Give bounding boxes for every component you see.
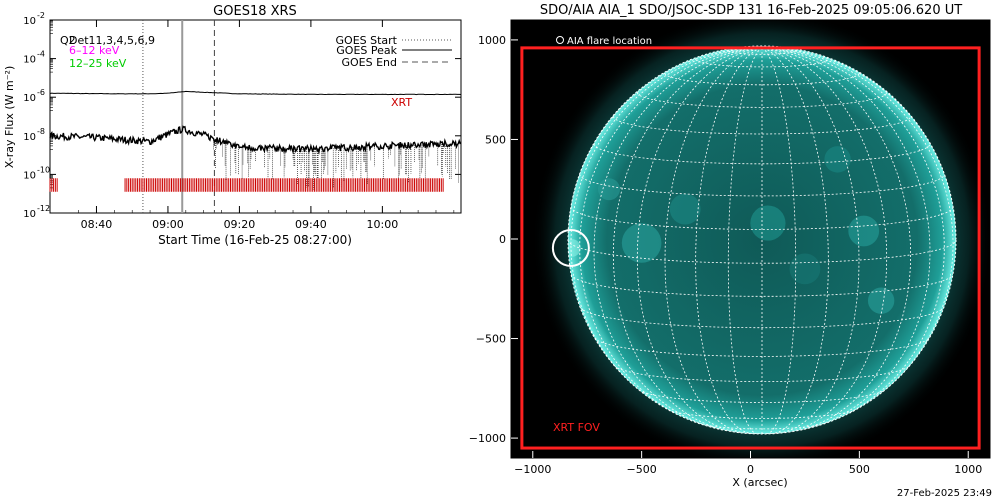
legend-goes-peak: GOES Peak [336, 44, 397, 57]
aia-x-axis: −1000 −500 0 500 1000 [514, 451, 982, 476]
y-tick-label: 10 [23, 209, 36, 220]
aia-x-tick-label: 500 [849, 463, 870, 476]
aia-flare-location-circle [551, 228, 590, 267]
aia-y-axis: 1000 500 0 −500 −1000 [469, 34, 518, 445]
latitude-line [594, 337, 930, 357]
legend-goes-start: GOES Start [336, 34, 398, 47]
active-region-blob [568, 239, 581, 257]
aia-x-axis-label: X (arcsec) [732, 476, 787, 489]
aia-title: SDO/AIA AIA_1 SDO/JSOC-SDP 131 16-Feb-20… [540, 3, 962, 18]
x-tick-label: 09:40 [295, 218, 327, 231]
longitude-line [664, 47, 763, 434]
aia-y-tick-label: 1000 [478, 34, 506, 47]
heliographic-grid [568, 47, 956, 434]
longitude-line [570, 47, 763, 399]
goes-short-channel-noise [213, 138, 459, 190]
latitude-line [695, 58, 829, 68]
y-tick-label: 10 [23, 93, 36, 104]
longitude-line [695, 47, 763, 434]
xrt-coverage-ticks [49, 178, 444, 192]
longitude-line [593, 47, 763, 431]
longitude-line [761, 47, 956, 241]
longitude-line [761, 47, 888, 434]
active-region-blob [824, 146, 851, 173]
xrt-fov-label: XRT FOV [553, 421, 600, 434]
xrt-fov-box [520, 46, 981, 450]
active-region-blob [789, 253, 821, 285]
y-tick-exponent: -12 [37, 204, 50, 213]
y-tick-exponent: -4 [37, 50, 45, 59]
goes-long-channel-line [49, 90, 462, 96]
longitude-line [761, 47, 931, 431]
aia-legend-label: AIA flare location [567, 36, 652, 47]
aia-y-tick-label: 500 [485, 133, 506, 146]
x-tick-label: 09:00 [152, 218, 184, 231]
y-tick-label: 10 [23, 170, 36, 181]
goes-plot-frame [49, 19, 462, 214]
aia-y-tick-label: −500 [476, 333, 506, 346]
flare-legend-icon [556, 36, 564, 44]
goes-x-axis: 08:40 09:00 09:20 09:40 10:00 [78, 20, 455, 231]
y-tick-label: 10 [23, 16, 36, 27]
latitude-line [579, 307, 945, 329]
longitude-line [761, 47, 829, 434]
x-tick-label: 09:20 [224, 218, 256, 231]
y-tick-exponent: -10 [37, 165, 50, 174]
goes-x-axis-label: Start Time (16-Feb-25 08:27:00) [158, 233, 352, 247]
active-region-blob [867, 287, 895, 314]
active-region-blob [750, 205, 786, 241]
goes-y-axis-label: X-ray Flux (W m⁻²) [3, 66, 16, 168]
y-tick-exponent: -8 [37, 127, 45, 136]
det-label: Det11,3,4,5,6,9 [69, 34, 155, 47]
aia-x-tick-label: 1000 [954, 463, 982, 476]
aia-x-tick-label: −1000 [514, 463, 551, 476]
aia-x-tick-label: −500 [627, 463, 657, 476]
y-tick-label: 10 [23, 55, 36, 66]
aia-y-tick-label: 0 [499, 233, 506, 246]
x-tick-label: 10:00 [367, 218, 399, 231]
aia-panel: SDO/AIA AIA_1 SDO/JSOC-SDP 131 16-Feb-20… [469, 3, 991, 489]
x-tick-label: 08:40 [81, 218, 113, 231]
footer-timestamp: 27-Feb-2025 23:49 [897, 488, 992, 499]
longitude-line [636, 47, 763, 434]
longitude-line [579, 47, 763, 425]
active-region-blob [669, 193, 701, 225]
goes-title: GOES18 XRS [213, 4, 297, 19]
latitude-line [638, 389, 886, 403]
goes-short-channel-line [49, 125, 462, 155]
legend-goes-end: GOES End [341, 56, 397, 69]
det-label-overlap: Q2 [60, 34, 76, 47]
band2-label: 12–25 keV [69, 57, 127, 70]
y-tick-exponent: -6 [37, 88, 45, 97]
solar-active-regions [568, 146, 895, 314]
y-tick-exponent: -2 [37, 11, 45, 20]
latitude-line [570, 206, 954, 230]
latitude-line [613, 116, 911, 135]
active-region-blob [621, 223, 662, 263]
active-region-blob [597, 178, 620, 201]
aia-y-tick-label: −1000 [469, 432, 506, 445]
xrt-label: XRT [391, 96, 412, 109]
aia-x-tick-label: 0 [747, 463, 754, 476]
y-tick-label: 10 [23, 132, 36, 143]
longitude-line [761, 47, 945, 425]
longitude-line [568, 47, 763, 241]
active-region-blob [848, 215, 880, 247]
longitude-line [761, 47, 860, 434]
band1-label: 6–12 keV [69, 44, 120, 57]
longitude-line [761, 47, 954, 399]
solar-limb [567, 45, 957, 435]
